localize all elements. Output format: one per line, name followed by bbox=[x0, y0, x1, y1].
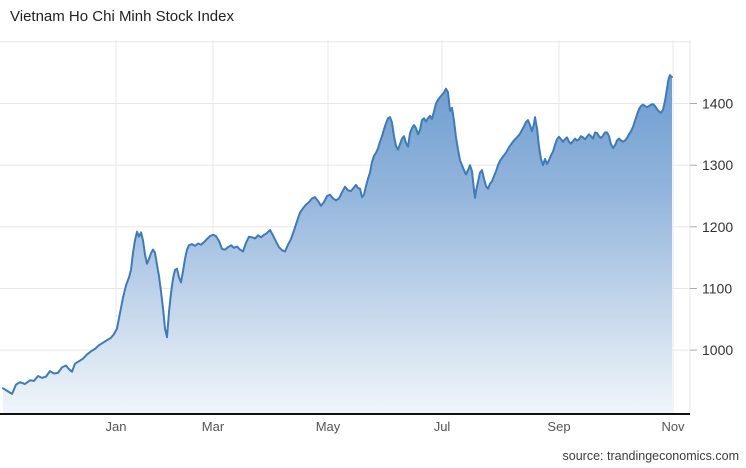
y-tick-label: 1300 bbox=[702, 157, 733, 173]
y-tick-label: 1100 bbox=[702, 281, 732, 297]
source-credit: source: trandingeconomics.com bbox=[562, 449, 739, 463]
series-line bbox=[2, 74, 673, 395]
x-tick-label: Jul bbox=[434, 419, 451, 434]
x-tick-label: Sep bbox=[547, 419, 570, 434]
y-tick-label: 1200 bbox=[702, 219, 733, 235]
area-fill bbox=[3, 75, 672, 413]
x-tick-label: Nov bbox=[661, 419, 685, 434]
y-tick-label: 1000 bbox=[702, 342, 733, 358]
y-tick-label: 1400 bbox=[702, 96, 733, 112]
x-tick-label: Jan bbox=[106, 419, 127, 434]
x-tick-label: May bbox=[316, 419, 341, 434]
x-tick-label: Mar bbox=[202, 419, 225, 434]
chart-title: Vietnam Ho Chi Minh Stock Index bbox=[10, 8, 234, 25]
